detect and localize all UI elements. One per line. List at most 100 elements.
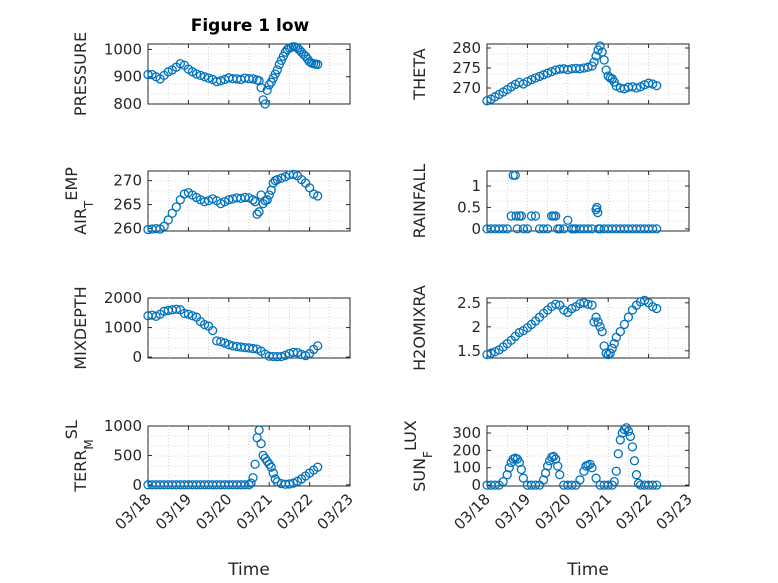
data-point [486,348,496,358]
data-point [276,173,286,183]
ytick-label: 0 [471,220,481,238]
data-point [567,480,577,490]
y-axis-label: PRESSURE [71,32,90,116]
data-point [595,322,605,332]
data-point [254,207,264,217]
data-point [575,475,585,485]
ytick-label: 800 [113,95,142,113]
ytick-label: 200 [452,441,481,459]
ytick-label: 270 [452,79,481,97]
data-point [647,224,658,234]
data-point [260,99,270,109]
data-point [510,170,520,180]
data-point [643,78,654,88]
axes-h2omixra: 1.5 2 2.5 H2OMIXRA [410,285,690,371]
data-point [583,299,593,309]
data-point [538,70,549,80]
data-point [526,211,537,221]
data-point [512,224,522,234]
data-point [195,70,206,81]
data-point [595,41,605,51]
figure-title: Figure 1 low [191,16,310,36]
data-point [601,348,611,358]
data-point [647,480,658,490]
data-point [647,79,658,89]
ytick-label: 1000 [104,319,142,337]
data-point [597,326,607,337]
data-point [248,74,258,84]
x-axis-label: Time [227,560,270,580]
data-point [611,466,621,476]
data-point [498,477,508,487]
data-point [619,319,630,330]
series-rainfall [482,170,662,234]
data-point [313,191,323,201]
data-point [256,438,266,449]
series-h2omixra [482,295,662,360]
grid-sun_flux [487,426,689,486]
ytick-label: 275 [452,59,481,77]
data-point [551,299,561,309]
series-mixdepth [143,304,323,362]
data-point [288,169,299,180]
data-point [555,470,565,480]
data-point [175,58,185,69]
data-point [652,303,662,314]
data-point [625,431,636,442]
data-point [629,456,640,466]
data-point [522,224,533,234]
y-axis-label: H2OMIXRA [410,285,429,371]
axes-pressure: 800 900 1000 PRESSURE [71,32,351,116]
data-point [587,300,597,310]
ytick-label: 1000 [104,417,142,435]
ytick-label: 0 [132,348,142,366]
data-point [262,195,272,205]
x-axis-label: Time [566,560,609,580]
data-point [179,308,190,319]
data-point [199,72,210,82]
data-point [498,224,508,234]
series-sun_flux [482,423,662,490]
data-point [607,343,617,354]
data-point [631,470,642,480]
data-point [605,348,615,358]
axes-theta: 270 275 280 THETA [410,39,690,106]
data-point [591,312,601,322]
data-point [591,473,601,483]
ytick-label: 300 [452,424,481,442]
data-point [546,66,557,77]
ytick-label: 900 [113,68,142,86]
data-point [589,317,599,327]
data-point [268,468,278,478]
data-point [623,312,634,322]
ytick-label: 2 [471,318,481,336]
data-point [199,319,210,330]
data-point [530,73,541,83]
ytick-label: 280 [452,39,481,57]
data-point [609,477,619,487]
data-point [538,224,549,234]
data-point [151,223,161,234]
data-point [244,480,254,490]
data-point [542,461,553,471]
data-point [216,337,226,347]
data-point [276,351,286,362]
grid-mixdepth [148,298,350,358]
data-point [272,174,282,185]
series-pressure [143,42,323,109]
data-point [482,96,492,106]
data-point [627,442,638,452]
data-point [199,197,210,207]
data-point [216,76,226,86]
ytick-label: 265 [113,196,142,214]
data-point [631,83,642,93]
data-point [551,211,561,221]
data-point [248,473,258,483]
data-point [530,480,541,490]
ytick-label: 100 [452,459,481,477]
data-point [264,80,274,90]
data-point [252,209,262,219]
ytick-label: 1.5 [457,342,481,360]
data-point [534,71,545,82]
